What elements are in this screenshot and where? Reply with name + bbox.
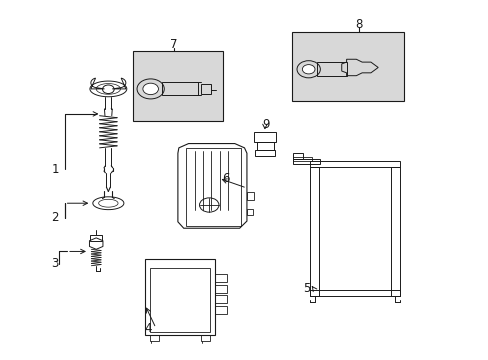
Bar bbox=[144, 258, 215, 336]
Bar bbox=[255, 150, 274, 156]
Bar bbox=[162, 82, 198, 95]
Text: 4: 4 bbox=[144, 322, 152, 335]
Bar bbox=[215, 274, 227, 282]
Circle shape bbox=[302, 64, 314, 74]
Bar bbox=[215, 296, 227, 303]
Bar bbox=[309, 161, 399, 167]
Circle shape bbox=[142, 83, 158, 95]
Text: 8: 8 bbox=[354, 18, 362, 31]
Text: 6: 6 bbox=[222, 172, 230, 185]
Bar bbox=[201, 336, 210, 341]
Bar bbox=[215, 285, 227, 293]
Bar bbox=[292, 159, 319, 164]
Bar bbox=[254, 132, 276, 143]
Bar bbox=[246, 192, 254, 200]
Text: 7: 7 bbox=[170, 38, 177, 51]
Bar bbox=[256, 142, 273, 150]
Bar bbox=[291, 32, 403, 102]
Text: 1: 1 bbox=[51, 163, 59, 176]
Bar bbox=[292, 153, 302, 159]
Bar bbox=[246, 209, 252, 215]
Bar bbox=[90, 235, 102, 241]
Bar bbox=[292, 157, 311, 161]
Text: 9: 9 bbox=[262, 118, 269, 131]
Bar bbox=[201, 84, 211, 94]
Bar bbox=[149, 336, 159, 341]
Bar bbox=[132, 51, 222, 121]
Bar bbox=[390, 167, 399, 296]
Bar bbox=[309, 290, 399, 296]
Bar bbox=[317, 62, 346, 76]
Bar bbox=[215, 306, 227, 314]
Bar bbox=[309, 167, 318, 296]
Bar bbox=[149, 267, 210, 332]
Text: 3: 3 bbox=[51, 257, 59, 270]
Bar bbox=[186, 148, 241, 226]
Text: 5: 5 bbox=[302, 283, 309, 296]
Text: 2: 2 bbox=[51, 211, 59, 224]
